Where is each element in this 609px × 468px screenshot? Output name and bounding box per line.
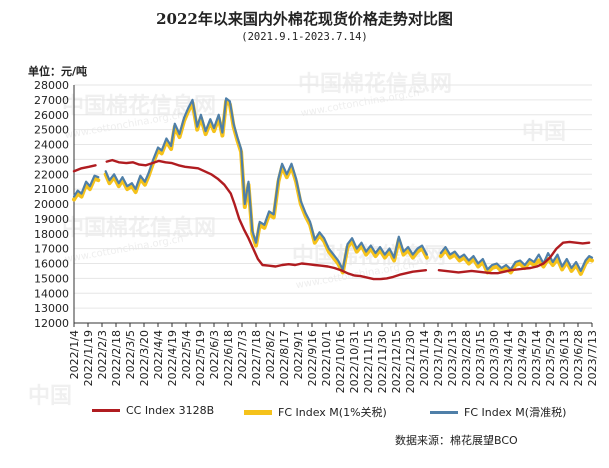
legend-item-fc-sliding: FC Index M(滑准税) <box>430 404 566 420</box>
y-tick-label: 18000 <box>34 228 69 241</box>
x-tick-label: 2022/11/30 <box>376 330 389 393</box>
x-tick-label: 2023/5/29 <box>544 330 557 386</box>
x-tick-label: 2023/6/13 <box>558 330 571 386</box>
x-tick-label: 2022/2/18 <box>110 330 123 386</box>
y-tick-label: 28000 <box>34 79 69 92</box>
series-fc-index-1pct-line <box>438 248 594 276</box>
x-tick-label: 2023/2/28 <box>460 330 473 386</box>
legend-item-cc: CC Index 3128B <box>92 404 214 417</box>
x-tick-label: 2022/8/17 <box>278 330 291 386</box>
x-tick-label: 2022/1/19 <box>82 330 95 386</box>
y-tick-label: 25000 <box>34 124 69 137</box>
series-fc-index-1pct-line <box>103 99 429 275</box>
x-tick-label: 2022/1/4 <box>68 330 81 379</box>
series-fc-index-sliding-line <box>104 97 428 271</box>
legend-item-fc-1pct: FC Index M(1%关税) <box>244 404 387 420</box>
legend-label: FC Index M(滑准税) <box>464 406 567 419</box>
y-tick-label: 26000 <box>34 109 69 122</box>
legend-swatch <box>92 409 120 412</box>
y-tick-label: 17000 <box>34 243 69 256</box>
series-cc-index-line <box>437 240 591 275</box>
x-tick-label: 2023/5/14 <box>530 330 543 386</box>
y-tick-label: 14000 <box>34 287 69 300</box>
series-fc-index-sliding-line <box>439 246 594 272</box>
x-tick-label: 2022/2/3 <box>96 330 109 379</box>
watermark: 中国 <box>522 120 567 145</box>
series-cc-index-line <box>72 164 97 173</box>
x-tick-label: 2022/9/1 <box>292 330 305 379</box>
x-tick-label: 2022/7/3 <box>236 330 249 379</box>
legend-label: FC Index M(1%关税) <box>278 406 387 419</box>
y-axis-unit-label: 单位：元/吨 <box>28 65 88 78</box>
y-tick-label: 15000 <box>34 272 69 285</box>
x-tick-label: 2022/9/16 <box>306 330 319 386</box>
y-tick-label: 23000 <box>34 153 69 166</box>
series-group <box>72 97 594 281</box>
x-tick-label: 2022/3/5 <box>124 330 137 379</box>
watermark: 中国棉花信息网 <box>62 216 217 241</box>
y-tick-label: 22000 <box>34 168 69 181</box>
x-tick-label: 2022/4/19 <box>166 330 179 386</box>
x-tick-label: 2023/2/13 <box>446 330 459 386</box>
y-tick-label: 24000 <box>34 139 69 152</box>
x-tick-label: 2022/3/20 <box>138 330 151 386</box>
x-tick-label: 2022/10/16 <box>334 330 347 393</box>
y-tick-label: 16000 <box>34 258 69 271</box>
x-tick-label: 2023/6/28 <box>572 330 585 386</box>
x-tick-label: 2022/4/4 <box>152 330 165 379</box>
chart-subtitle: (2021.9.1-2023.7.14) <box>241 31 368 43</box>
y-tick-label: 20000 <box>34 198 69 211</box>
y-tick-label: 19000 <box>34 213 69 226</box>
x-tick-label: 2023/7/13 <box>586 330 599 386</box>
x-tick-label: 2023/1/14 <box>418 330 431 386</box>
x-tick-label: 2023/4/14 <box>502 330 515 386</box>
watermark: 中国 <box>28 384 73 409</box>
y-tick-label: 13000 <box>34 302 69 315</box>
x-tick-label: 2023/3/15 <box>474 330 487 386</box>
y-tick-label: 21000 <box>34 183 69 196</box>
legend-swatch <box>244 409 272 415</box>
x-tick-label: 2022/8/2 <box>264 330 277 379</box>
x-tick-label: 2022/5/19 <box>194 330 207 386</box>
x-axis: 2022/1/4 2022/1/19 2022/2/3 2022/2/18 2022/3… <box>68 322 599 393</box>
data-source: 数据来源：棉花展望BCO <box>395 434 518 447</box>
x-tick-label: 2022/12/30 <box>404 330 417 393</box>
y-tick-label: 12000 <box>34 317 69 330</box>
legend-swatch <box>430 410 458 414</box>
x-tick-label: 2022/5/4 <box>180 330 193 379</box>
x-tick-label: 2023/4/29 <box>516 330 529 386</box>
grid-lines <box>74 84 592 324</box>
x-tick-label: 2022/10/31 <box>348 330 361 393</box>
x-tick-label: 2022/6/3 <box>208 330 221 379</box>
series-cc-index-line <box>105 158 428 281</box>
series-fc-index-sliding-line <box>72 174 100 198</box>
x-tick-label: 2023/3/30 <box>488 330 501 386</box>
x-tick-label: 2023/1/29 <box>432 330 445 386</box>
legend-label: CC Index 3128B <box>126 404 215 417</box>
x-tick-label: 2022/12/15 <box>390 330 403 393</box>
y-tick-label: 27000 <box>34 94 69 107</box>
x-tick-label: 2022/6/18 <box>222 330 235 386</box>
x-tick-label: 2022/7/18 <box>250 330 263 386</box>
x-tick-label: 2022/11/15 <box>362 330 375 393</box>
x-tick-label: 2022/10/1 <box>320 330 333 386</box>
chart-title: 2022年以来国内外棉花现货价格走势对比图 <box>156 10 453 28</box>
